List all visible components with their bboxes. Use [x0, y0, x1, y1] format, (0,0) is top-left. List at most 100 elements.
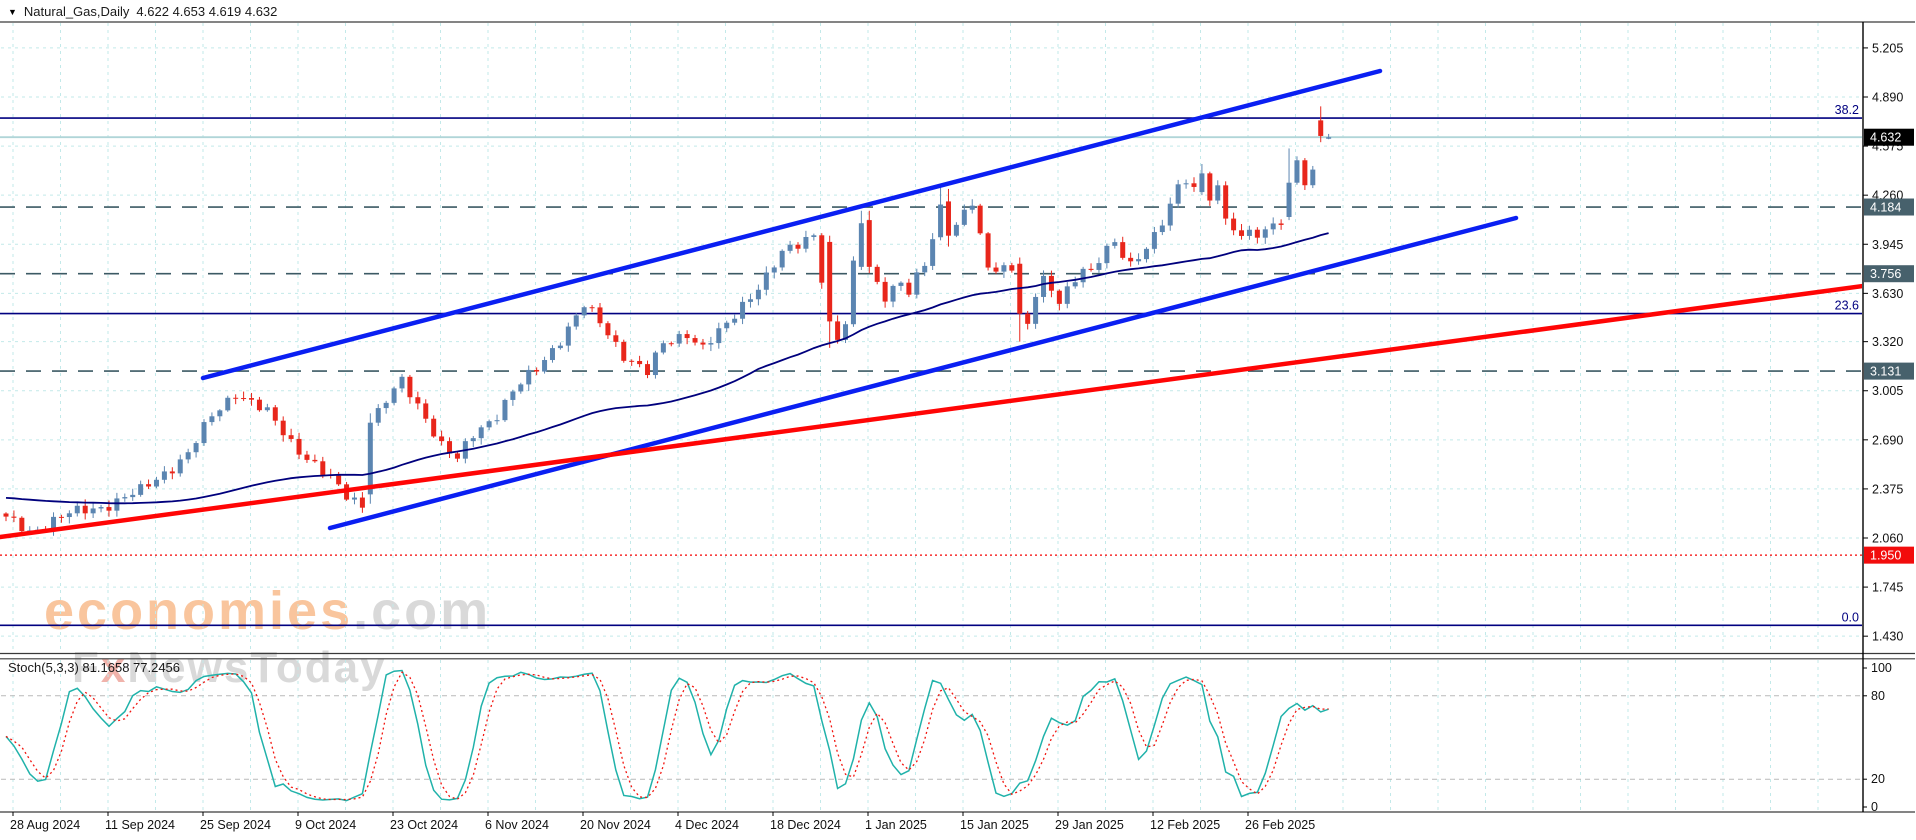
- bull-candle: [922, 265, 928, 273]
- bull-candle: [161, 471, 167, 480]
- bear-candle: [882, 281, 888, 302]
- price-tick-label: 2.690: [1872, 433, 1903, 447]
- bull-candle: [1104, 245, 1110, 264]
- bear-candle: [629, 360, 635, 362]
- bull-candle: [1001, 265, 1007, 272]
- price-level-box-label: 1.950: [1870, 549, 1901, 563]
- bull-candle: [573, 315, 579, 327]
- bull-candle: [890, 285, 896, 302]
- bull-candle: [153, 479, 159, 487]
- channel-lower-trendline[interactable]: [327, 215, 1519, 531]
- bear-candle: [3, 513, 9, 517]
- bear-candle: [692, 338, 698, 343]
- bull-candle: [557, 345, 563, 349]
- chart-title: ▼ Natural_Gas,Daily 4.622 4.653 4.619 4.…: [8, 4, 277, 19]
- symbol-dropdown-icon[interactable]: ▼: [8, 6, 17, 17]
- bear-candle: [605, 323, 611, 336]
- bear-candle: [169, 471, 175, 474]
- stoch-scale-label: 80: [1871, 689, 1885, 703]
- bull-candle: [676, 334, 682, 344]
- bull-candle: [930, 239, 936, 266]
- bull-candle: [740, 301, 746, 319]
- price-level-box-label: 3.131: [1870, 365, 1901, 379]
- date-tick-label: 23 Oct 2024: [390, 818, 458, 832]
- bear-candle: [1239, 230, 1245, 236]
- support-line-trendline[interactable]: [0, 283, 1863, 540]
- date-tick-label: 9 Oct 2024: [295, 818, 356, 832]
- bear-candle: [1191, 183, 1197, 187]
- bull-candle: [185, 452, 191, 460]
- bull-candle: [565, 326, 571, 346]
- bear-candle: [415, 397, 421, 404]
- bear-candle: [874, 266, 880, 282]
- bear-candle: [621, 341, 627, 361]
- bear-candle: [1009, 265, 1015, 271]
- bull-candle: [779, 250, 785, 268]
- bull-candle: [843, 324, 849, 340]
- bull-candle: [1183, 183, 1189, 185]
- fib-level-label: 0.0: [1842, 610, 1859, 624]
- bear-candle: [945, 201, 951, 236]
- bear-candle: [1231, 218, 1237, 231]
- time-axis[interactable]: 28 Aug 2024 11 Sep 2024 25 Sep 2024 9 Oct 2…: [10, 812, 1315, 832]
- bear-candle: [11, 516, 17, 518]
- price-tick-label: 4.890: [1872, 91, 1903, 105]
- bull-candle: [264, 407, 270, 411]
- date-tick-label: 4 Dec 2024: [675, 818, 739, 832]
- bear-candle: [589, 307, 595, 309]
- bull-candle: [1151, 232, 1157, 249]
- bull-candle: [1199, 173, 1205, 193]
- symbol-period-label: Natural_Gas,Daily: [23, 4, 130, 19]
- bull-candle: [177, 459, 183, 474]
- date-tick-label: 29 Jan 2025: [1055, 818, 1124, 832]
- bear-candle: [668, 343, 674, 345]
- bull-candle: [1159, 225, 1165, 233]
- bull-candle: [549, 348, 555, 361]
- bull-candle: [1286, 182, 1292, 217]
- bear-candle: [423, 403, 429, 419]
- bear-candle: [58, 516, 64, 518]
- bear-candle: [700, 342, 706, 345]
- bull-candle: [1262, 229, 1268, 238]
- bull-candle: [850, 260, 856, 325]
- horizontal-levels: [0, 117, 1862, 627]
- bull-candle: [201, 422, 207, 444]
- bull-candle: [399, 376, 405, 389]
- bear-candle: [82, 505, 88, 514]
- price-axis[interactable]: 5.2054.8904.5754.2603.9453.6303.3203.005…: [1835, 22, 1914, 814]
- bull-candle: [708, 343, 714, 345]
- watermark-brand-suffix: .com: [353, 581, 492, 641]
- bear-candle: [977, 205, 983, 234]
- stoch-k-line: [5, 669, 1329, 802]
- bull-candle: [486, 421, 492, 428]
- bear-candle: [795, 244, 801, 249]
- bull-candle: [542, 360, 548, 372]
- price-tick-label: 2.375: [1872, 482, 1903, 496]
- bull-candle: [747, 299, 753, 302]
- bull-candle: [51, 516, 57, 531]
- price-level-box: [1864, 546, 1914, 564]
- bull-candle: [1326, 137, 1332, 139]
- bull-candle: [1246, 229, 1252, 236]
- bull-candle: [652, 352, 658, 376]
- moving-average-line: [5, 232, 1329, 505]
- stoch-d-line: [5, 671, 1329, 801]
- bear-candle: [106, 507, 112, 511]
- watermark-tagline: FxNewsToday: [72, 643, 387, 692]
- bull-candle: [724, 322, 730, 329]
- price-level-box-label: 3.756: [1870, 267, 1901, 281]
- channel-upper-trendline[interactable]: [200, 68, 1383, 381]
- bear-candle: [827, 241, 833, 322]
- bull-candle: [1080, 268, 1086, 283]
- date-tick-label: 26 Feb 2025: [1245, 818, 1315, 832]
- price-tick-label: 3.320: [1872, 335, 1903, 349]
- bear-candle: [1120, 242, 1126, 258]
- bull-candle: [1136, 259, 1142, 262]
- bull-candle: [367, 422, 373, 495]
- bull-candle: [1143, 248, 1149, 260]
- bear-candle: [613, 335, 619, 342]
- date-tick-label: 25 Sep 2024: [200, 818, 271, 832]
- bear-candle: [637, 360, 643, 365]
